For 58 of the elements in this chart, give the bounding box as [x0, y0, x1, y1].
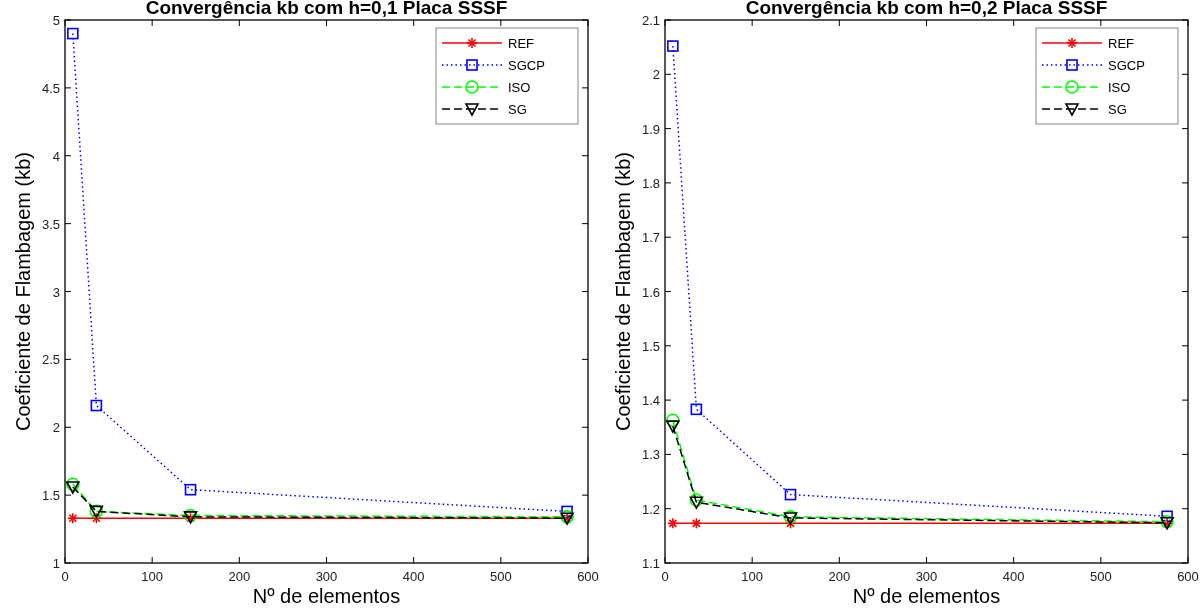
- y-tick-label: 4: [52, 148, 60, 164]
- legend-label: SG: [508, 102, 527, 117]
- x-axis-title: Nº de elementos: [852, 585, 1001, 607]
- y-tick-label: 3.5: [41, 216, 60, 232]
- x-tick-label: 300: [315, 569, 338, 584]
- chart-title: Convergência kb com h=0,2 Placa SSSF: [745, 0, 1108, 18]
- y-tick-label: 2: [52, 420, 60, 436]
- x-tick-label: 100: [741, 569, 764, 584]
- y-tick-label: 1: [52, 556, 60, 571]
- point: [66, 481, 80, 494]
- legend-label: SGCP: [508, 58, 545, 73]
- y-tick-label: 1.5: [41, 488, 60, 504]
- point: [66, 477, 80, 492]
- x-tick-label: 0: [61, 569, 69, 584]
- x-tick-label: 500: [1089, 569, 1112, 584]
- x-tick-label: 400: [1002, 569, 1025, 584]
- y-tick-label: 1.2: [641, 501, 660, 517]
- x-tick-label: 600: [577, 569, 599, 584]
- x-tick-label: 600: [1177, 569, 1199, 584]
- x-axis-title: Nº de elementos: [252, 585, 401, 607]
- y-tick-label: 1.4: [641, 393, 660, 409]
- y-axis-title: Coeficiente de Flambagem (kb): [612, 151, 634, 432]
- y-axis-title: Coeficiente de Flambagem (kb): [12, 151, 34, 432]
- x-tick-label: 0: [661, 569, 669, 584]
- chart-title: Convergência kb com h=0,1 Placa SSSF: [145, 0, 508, 18]
- legend-label: SG: [1108, 102, 1127, 117]
- x-tick-label: 500: [489, 569, 512, 584]
- point: [784, 488, 797, 501]
- point: [184, 483, 197, 496]
- point: [90, 399, 103, 412]
- x-tick-label: 300: [915, 569, 938, 584]
- y-tick-label: 1.5: [641, 338, 660, 354]
- x-tick-label: 200: [228, 569, 251, 584]
- y-tick-label: 3: [52, 284, 60, 300]
- legend-label: SGCP: [1108, 58, 1145, 73]
- x-tick-label: 100: [141, 569, 164, 584]
- legend-label: ISO: [1108, 80, 1131, 95]
- y-tick-label: 5: [52, 13, 60, 28]
- point: [690, 403, 703, 416]
- legend-label: ISO: [508, 80, 531, 95]
- y-tick-label: 4.5: [41, 80, 60, 96]
- y-tick-label: 2.1: [641, 13, 660, 28]
- y-tick-label: 1.7: [641, 230, 660, 246]
- point: [667, 40, 679, 52]
- x-tick-label: 400: [402, 569, 425, 584]
- x-tick-label: 200: [828, 569, 851, 584]
- legend-label: REF: [508, 36, 535, 51]
- y-tick-label: 2.5: [41, 352, 60, 368]
- y-tick-label: 1.3: [641, 447, 660, 463]
- y-tick-label: 2: [652, 67, 660, 83]
- y-tick-label: 1.8: [641, 175, 660, 191]
- y-tick-label: 1.1: [641, 556, 660, 571]
- legend-label: REF: [1108, 36, 1135, 51]
- y-tick-label: 1.9: [641, 121, 660, 137]
- point: [666, 420, 680, 433]
- point: [67, 27, 79, 40]
- y-tick-label: 1.6: [641, 284, 660, 300]
- point: [666, 413, 680, 427]
